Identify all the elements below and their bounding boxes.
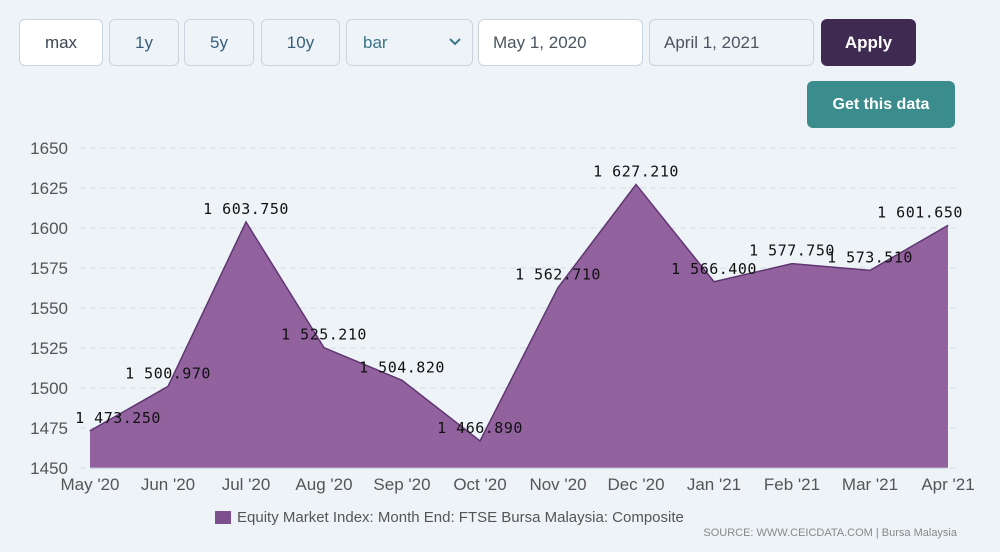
y-tick-label: 1625 — [30, 179, 68, 198]
x-tick-label: Sep '20 — [373, 475, 430, 494]
x-tick-label: Apr '21 — [921, 475, 974, 494]
range-10y-button[interactable]: 10y — [261, 19, 340, 66]
x-tick-label: May '20 — [61, 475, 120, 494]
source-note: SOURCE: WWW.CEICDATA.COM | Bursa Malaysi… — [703, 527, 957, 539]
x-tick-label: Dec '20 — [607, 475, 664, 494]
y-tick-label: 1600 — [30, 219, 68, 238]
y-tick-label: 1475 — [30, 419, 68, 438]
chart-type-value: bar — [363, 32, 388, 52]
data-point — [89, 430, 91, 432]
data-label: 1 627.210 — [593, 162, 679, 180]
end-date-input[interactable]: April 1, 2021 — [649, 19, 814, 66]
legend-swatch — [215, 511, 231, 524]
data-label: 1 577.750 — [749, 242, 835, 260]
data-label: 1 504.820 — [359, 358, 445, 376]
apply-button[interactable]: Apply — [821, 19, 916, 66]
data-point — [713, 281, 715, 283]
data-point — [791, 263, 793, 265]
data-point — [479, 440, 481, 442]
y-tick-label: 1500 — [30, 379, 68, 398]
range-5y-button[interactable]: 5y — [184, 19, 254, 66]
y-tick-label: 1450 — [30, 459, 68, 478]
data-label: 1 566.400 — [671, 260, 757, 278]
data-point — [167, 385, 169, 387]
start-date-input[interactable]: May 1, 2020 — [478, 19, 643, 66]
x-tick-label: Jun '20 — [141, 475, 195, 494]
data-point — [947, 224, 949, 226]
data-label: 1 473.250 — [75, 409, 161, 427]
series-line — [89, 183, 949, 443]
data-point — [869, 269, 871, 271]
series-area — [90, 184, 948, 469]
x-tick-label: Nov '20 — [529, 475, 586, 494]
data-label: 1 603.750 — [203, 200, 289, 218]
data-label: 1 601.650 — [877, 203, 963, 221]
data-label: 1 562.710 — [515, 266, 601, 284]
y-tick-label: 1575 — [30, 259, 68, 278]
get-this-data-button[interactable]: Get this data — [807, 81, 955, 128]
legend[interactable]: Equity Market Index: Month End: FTSE Bur… — [215, 509, 684, 526]
x-tick-label: Oct '20 — [453, 475, 506, 494]
y-tick-label: 1550 — [30, 299, 68, 318]
data-label: 1 466.890 — [437, 419, 523, 437]
data-label: 1 500.970 — [125, 364, 211, 382]
data-point — [401, 379, 403, 381]
range-1y-button[interactable]: 1y — [109, 19, 179, 66]
chart-type-select[interactable]: bar — [346, 19, 473, 66]
y-tick-label: 1525 — [30, 339, 68, 358]
x-tick-label: Jul '20 — [222, 475, 271, 494]
data-point — [635, 183, 637, 185]
range-max-button[interactable]: max — [19, 19, 103, 66]
y-tick-label: 1650 — [30, 139, 68, 158]
x-tick-label: Feb '21 — [764, 475, 820, 494]
data-point — [245, 221, 247, 223]
data-point — [323, 347, 325, 349]
data-label: 1 525.210 — [281, 326, 367, 344]
data-point — [557, 287, 559, 289]
x-tick-label: Aug '20 — [295, 475, 352, 494]
legend-label: Equity Market Index: Month End: FTSE Bur… — [237, 509, 684, 526]
x-tick-label: Mar '21 — [842, 475, 898, 494]
chevron-down-icon — [449, 38, 461, 46]
data-label: 1 573.510 — [827, 248, 913, 266]
x-tick-label: Jan '21 — [687, 475, 741, 494]
